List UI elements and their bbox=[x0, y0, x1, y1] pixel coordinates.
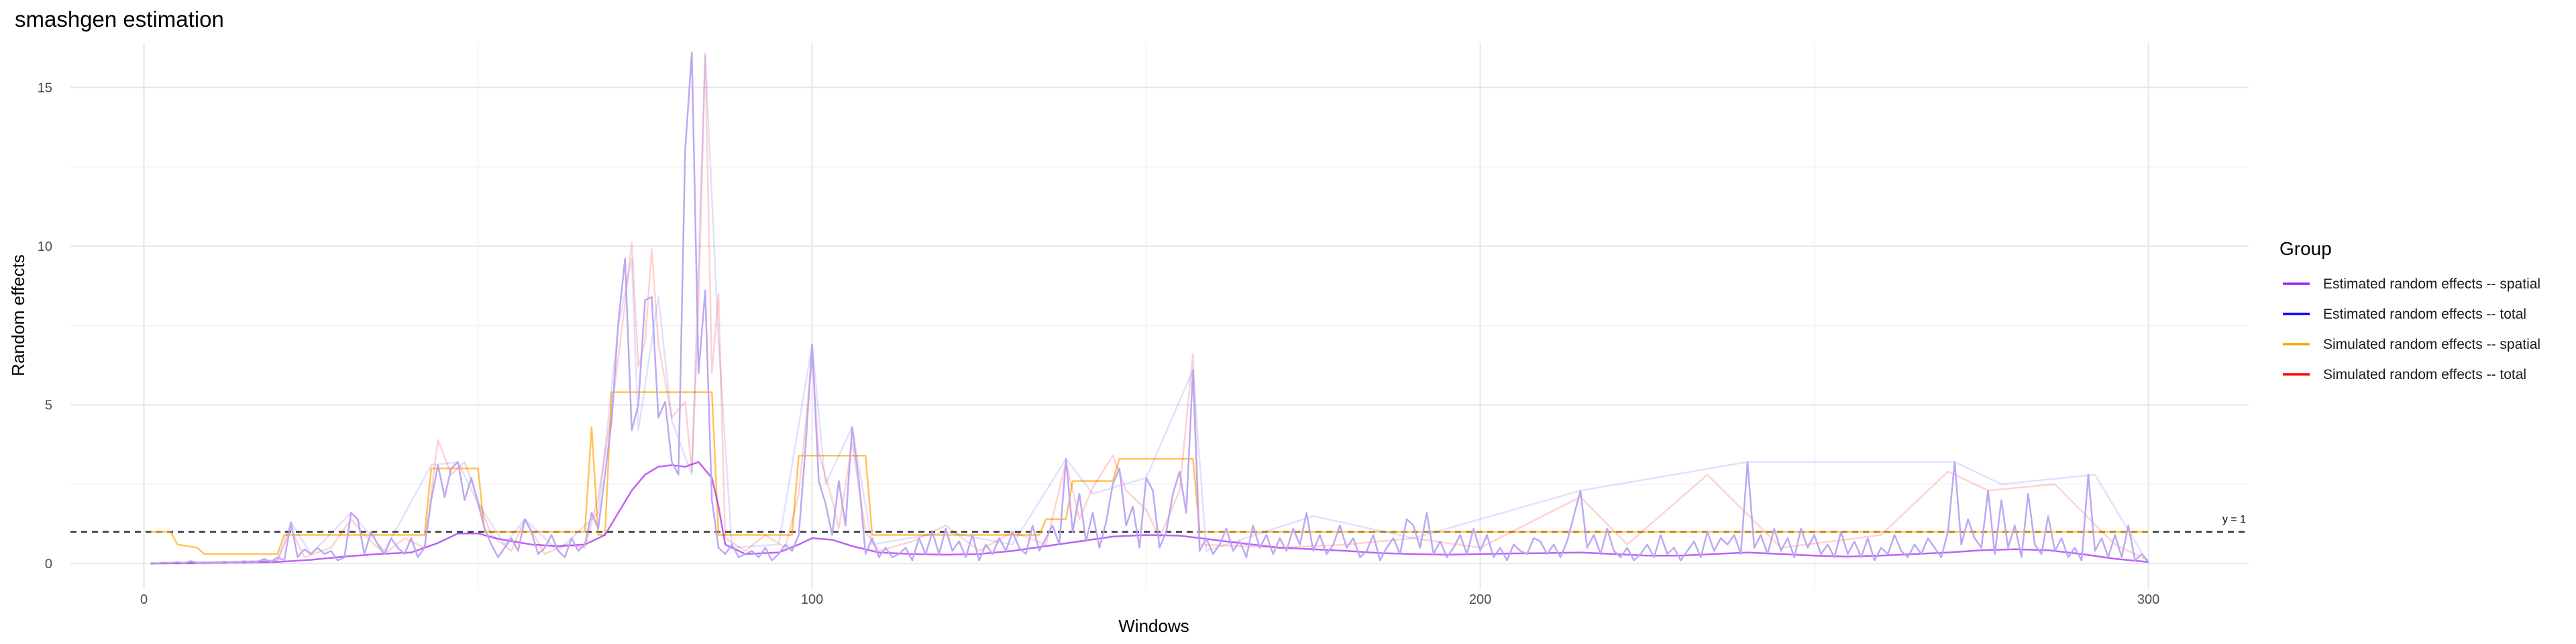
x-tick-label: 0 bbox=[140, 592, 148, 607]
x-axis-title: Windows bbox=[1118, 616, 1189, 636]
x-tick-label: 100 bbox=[801, 592, 823, 607]
legend-label: Estimated random effects -- total bbox=[2323, 307, 2526, 322]
x-tick-label: 200 bbox=[1469, 592, 1491, 607]
legend-label: Estimated random effects -- spatial bbox=[2323, 276, 2540, 292]
y-tick-label: 15 bbox=[38, 80, 52, 95]
reference-line-label: y = 1 bbox=[2222, 514, 2246, 525]
y-tick-label: 0 bbox=[45, 557, 52, 572]
series-line bbox=[150, 461, 2149, 565]
grid-lines bbox=[70, 43, 2249, 589]
chart-title: smashgen estimation bbox=[15, 7, 224, 32]
series-line bbox=[150, 51, 2149, 565]
legend-label: Simulated random effects -- spatial bbox=[2323, 337, 2540, 352]
x-axis-ticks: 0 100 200 300 bbox=[140, 592, 2159, 607]
legend-title: Group bbox=[2279, 238, 2332, 259]
series-line bbox=[150, 51, 2149, 564]
y-tick-label: 5 bbox=[45, 398, 52, 413]
y-tick-label: 10 bbox=[38, 239, 52, 254]
series-line bbox=[150, 54, 2149, 565]
series-line bbox=[150, 391, 2149, 555]
legend-label: Simulated random effects -- total bbox=[2323, 367, 2526, 382]
y-axis-ticks: 0 5 10 15 bbox=[38, 80, 52, 572]
x-tick-label: 300 bbox=[2137, 592, 2159, 607]
series-lines bbox=[150, 51, 2149, 565]
y-axis-title: Random effects bbox=[8, 254, 28, 376]
legend: Group Estimated random effects -- spatia… bbox=[2279, 238, 2540, 382]
